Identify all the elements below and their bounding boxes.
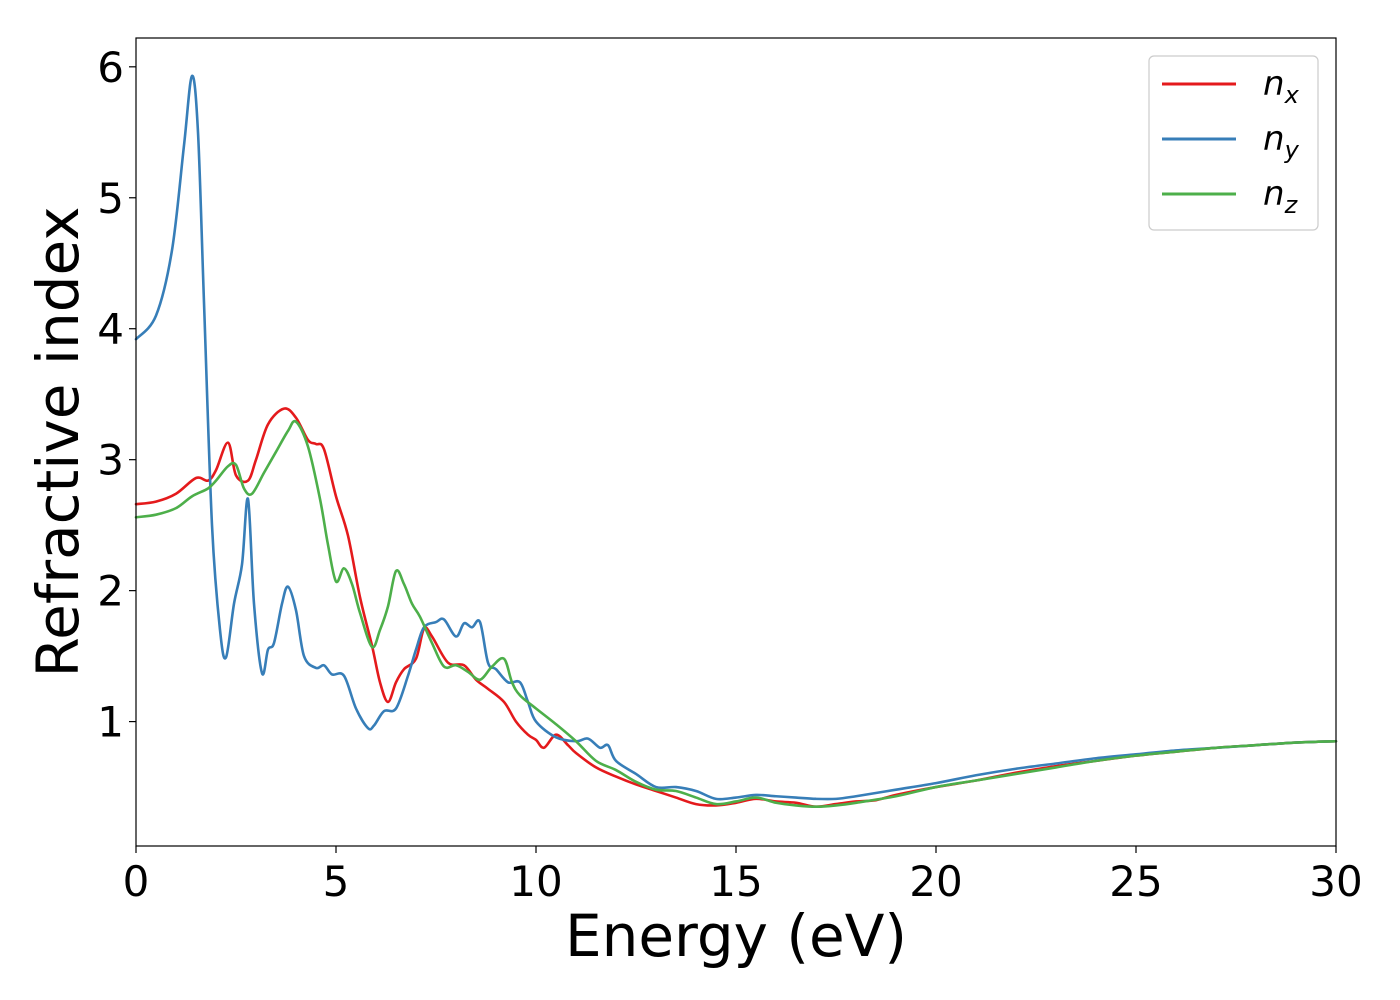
x-tick-label: 10	[509, 857, 562, 906]
x-tick-label: 15	[709, 857, 762, 906]
x-tick-label: 20	[909, 857, 962, 906]
legend-label-ny: ny	[1263, 119, 1300, 164]
legend: nx ny nz	[1148, 55, 1319, 231]
series-layer	[134, 74, 1338, 809]
y-tick-label: 3	[97, 436, 124, 485]
y-tick-label: 6	[97, 43, 124, 92]
x-axis-ticks: 0 5 10 15 20 25 30	[123, 846, 1363, 906]
y-axis-ticks: 1 2 3 4 5 6	[97, 43, 136, 747]
y-axis-label: Refractive index	[24, 206, 92, 677]
legend-box	[1148, 55, 1319, 231]
x-axis-label: Energy (eV)	[565, 902, 907, 970]
x-tick-label: 25	[1109, 857, 1162, 906]
x-tick-label: 5	[323, 857, 350, 906]
y-tick-label: 4	[97, 305, 124, 354]
y-tick-label: 2	[97, 567, 124, 616]
x-tick-label: 30	[1309, 857, 1362, 906]
y-tick-label: 5	[97, 174, 124, 223]
series-line-nx	[134, 407, 1338, 809]
legend-label-nz: nz	[1263, 174, 1299, 219]
y-tick-label: 1	[97, 698, 124, 747]
x-tick-label: 0	[123, 857, 150, 906]
series-line-nz	[134, 419, 1338, 809]
legend-label-nx: nx	[1263, 64, 1300, 109]
series-line-ny	[134, 74, 1338, 801]
